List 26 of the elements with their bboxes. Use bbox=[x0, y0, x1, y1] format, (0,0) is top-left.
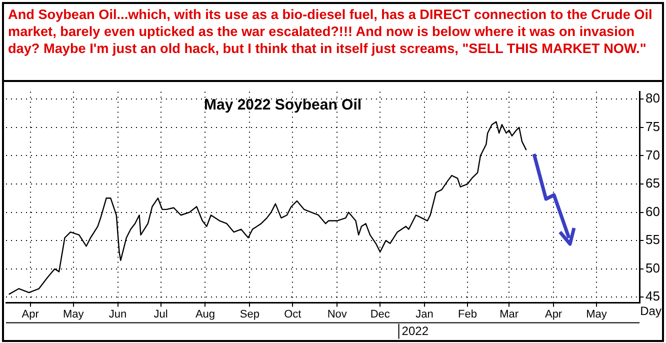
x-axis-title: Day bbox=[640, 304, 662, 318]
x-tick-label: Aug bbox=[195, 308, 216, 320]
x-tick-label: Apr bbox=[544, 308, 562, 320]
x-tick-label: May bbox=[62, 308, 84, 320]
x-tick-label: May bbox=[586, 308, 608, 320]
x-tick-label: Jan bbox=[416, 308, 434, 320]
x-tick-label: Jun bbox=[108, 308, 127, 320]
text: And Soybean Oil...which, with its use as a bio-diesel fuel, has a DIRECT connection to the Crude Oil market, barely even upticked as the war escalated?!!! And now is below where it was on invasion day? Maybe I'm just an old hack, but I think that in itself just screams, "SELL THIS MARKET NOW." bbox=[8, 7, 652, 56]
x-tick-label: Nov bbox=[327, 308, 348, 320]
chart-title: May 2022 Soybean Oil bbox=[204, 96, 362, 114]
y-tick-label: 55 bbox=[646, 232, 660, 248]
y-tick-label: 50 bbox=[646, 260, 660, 276]
y-tick-label: 60 bbox=[646, 204, 660, 219]
y-tick-label: 75 bbox=[646, 119, 660, 134]
x-tick-label: Feb bbox=[458, 308, 478, 320]
x-tick-label: Jul bbox=[154, 308, 168, 320]
x-tick-label: Dec bbox=[370, 308, 390, 320]
text: 2022 bbox=[402, 324, 429, 338]
x-tick-label: Mar bbox=[500, 308, 519, 320]
x-tick-label: Apr bbox=[22, 308, 40, 320]
y-tick-label: 80 bbox=[646, 90, 660, 106]
y-tick-label: 65 bbox=[646, 176, 660, 191]
x-tick-label: Oct bbox=[284, 308, 302, 320]
y-tick-label: 45 bbox=[646, 288, 660, 304]
y-tick-label: 70 bbox=[646, 147, 660, 162]
x-tick-label: Sep bbox=[240, 308, 260, 320]
